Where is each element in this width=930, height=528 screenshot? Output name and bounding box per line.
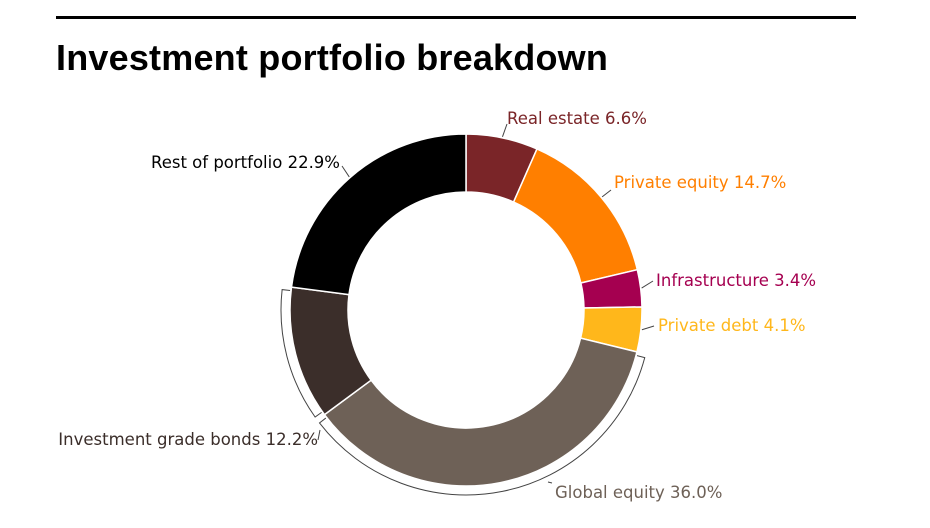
- leader-real-estate: [502, 123, 508, 137]
- label-private-debt: Private debt 4.1%: [658, 316, 806, 335]
- leader-infrastructure: [641, 280, 654, 289]
- label-infrastructure: Infrastructure 3.4%: [656, 271, 816, 290]
- chart-title: Investment portfolio breakdown: [56, 37, 609, 78]
- label-global-equity: Global equity 36.0%: [555, 483, 722, 502]
- leader-private-equity: [601, 189, 612, 198]
- label-rest-of-portfolio: Rest of portfolio 22.9%: [151, 153, 340, 172]
- label-private-equity: Private equity 14.7%: [614, 173, 786, 192]
- slice-private-equity[interactable]: [512, 147, 639, 284]
- bracket-global-equity: [318, 355, 646, 496]
- label-real-estate: Real estate 6.6%: [507, 109, 647, 128]
- leader-private-debt: [641, 325, 655, 331]
- top-rule: [56, 16, 856, 19]
- slice-global-equity[interactable]: [323, 337, 638, 487]
- bracket-investment-grade-bonds: [280, 289, 322, 441]
- leader-rest-of-portfolio: [341, 165, 350, 178]
- slice-rest-of-portfolio[interactable]: [290, 133, 467, 296]
- label-investment-grade-bonds: Investment grade bonds 12.2%: [58, 430, 318, 449]
